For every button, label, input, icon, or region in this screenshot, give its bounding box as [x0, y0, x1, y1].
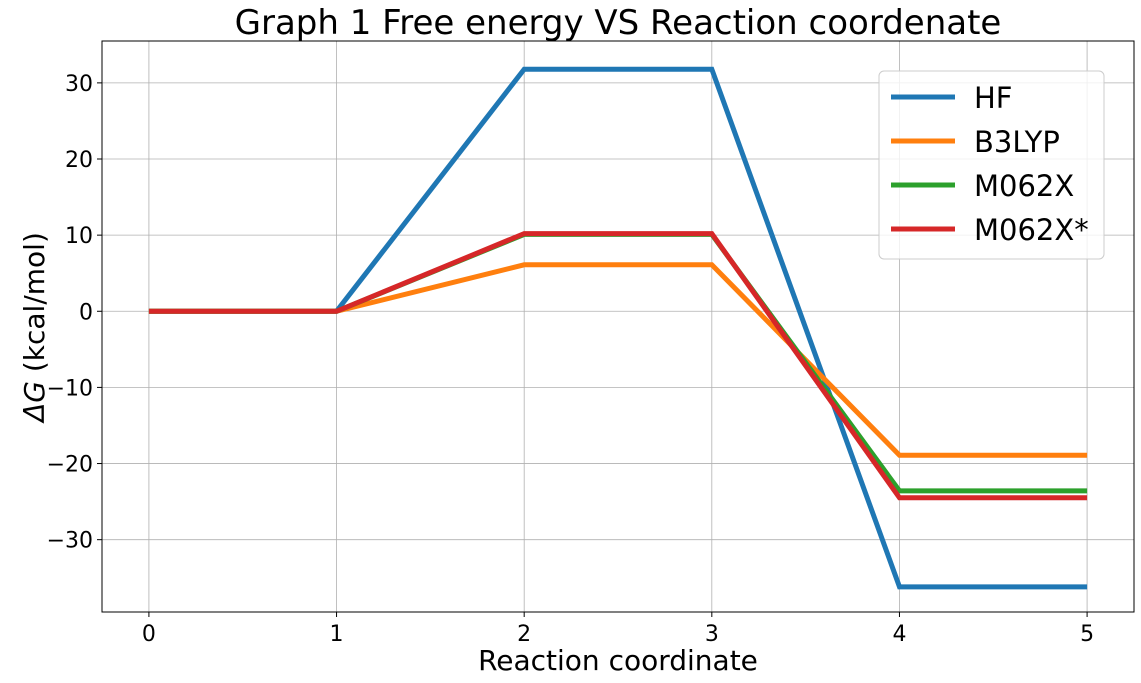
legend: HF B3LYP M062X M062X*	[878, 70, 1105, 260]
y-tick-label: 30	[65, 72, 93, 97]
legend-label: B3LYP	[974, 125, 1060, 159]
series-line-m062x	[148, 231, 1088, 501]
y-tick-label: −10	[47, 376, 93, 401]
y-tick-label: 10	[65, 224, 93, 249]
y-axis-title: ΔG (kcal/mol)	[18, 232, 51, 424]
legend-label: HF	[974, 81, 1013, 115]
axis-ticks: 0 1 2 3 4 5 −30 −20 −10 0 10 20 30	[47, 72, 1095, 647]
x-tick-label: 5	[1080, 622, 1094, 647]
series-line-m062x	[148, 231, 1088, 494]
x-tick-label: 3	[705, 622, 719, 647]
x-tick-label: 2	[517, 622, 531, 647]
series-line-b3lyp	[148, 262, 1088, 458]
x-tick-label: 1	[330, 622, 344, 647]
y-tick-label: −30	[47, 529, 93, 554]
legend-label: M062X*	[974, 213, 1089, 247]
x-tick-label: 0	[142, 622, 156, 647]
y-tick-label: 20	[65, 148, 93, 173]
x-tick-label: 4	[892, 622, 906, 647]
x-axis-title: Reaction coordinate	[478, 644, 758, 677]
y-tick-label: −20	[47, 453, 93, 478]
y-tick-label: 0	[79, 300, 93, 325]
legend-box	[878, 70, 1105, 260]
series-lines	[148, 66, 1088, 590]
plot-frame	[101, 40, 1135, 613]
y-axis-unit: (kcal/mol)	[18, 232, 51, 381]
y-axis-symbol: ΔG	[18, 381, 51, 424]
chart-title: Graph 1 Free energy VS Reaction coordena…	[235, 3, 1002, 43]
legend-label: M062X	[974, 169, 1074, 203]
